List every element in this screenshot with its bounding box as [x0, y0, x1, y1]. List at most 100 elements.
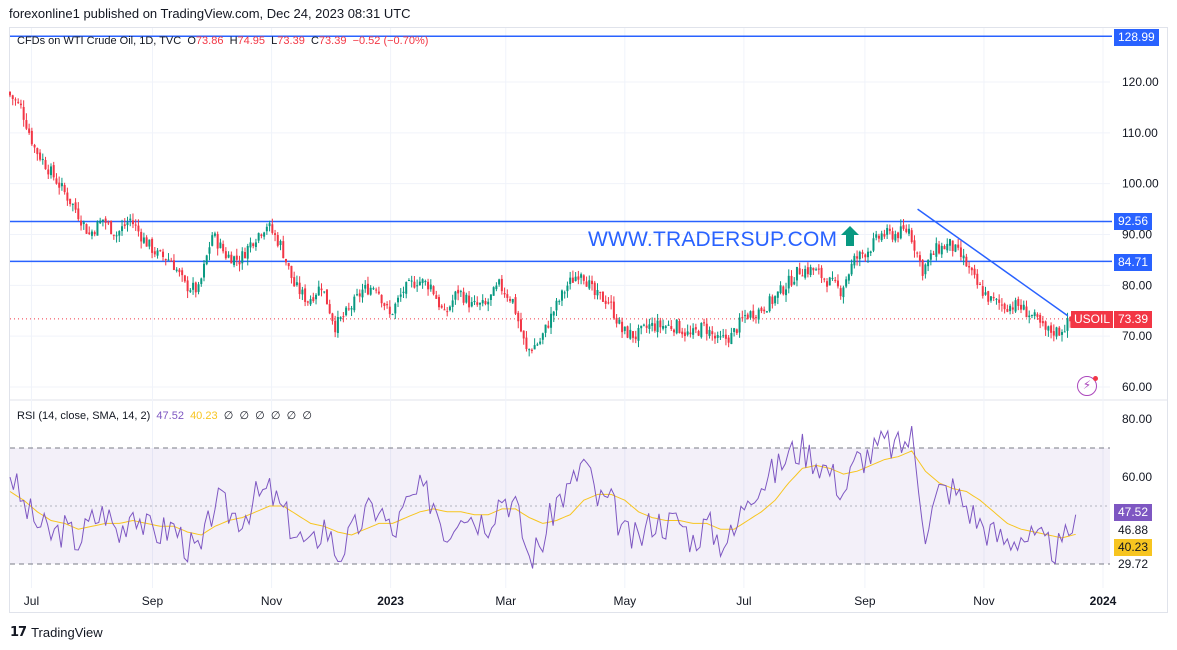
candle-body — [487, 301, 490, 305]
candle-body — [17, 101, 20, 103]
candle-body — [407, 280, 410, 282]
candle-body — [968, 266, 971, 268]
candle-body — [872, 238, 875, 251]
candle-body — [170, 260, 173, 262]
candle-body — [498, 279, 501, 285]
candle-body — [500, 278, 503, 292]
candle-body — [71, 203, 74, 205]
candle-body — [615, 317, 618, 324]
candle-body — [1025, 306, 1028, 318]
candle-body — [476, 302, 479, 305]
candle-body — [1009, 305, 1012, 312]
candle-body — [653, 323, 656, 331]
candle-body — [252, 243, 255, 247]
candle-body — [957, 244, 960, 248]
candle-body — [356, 294, 359, 296]
candle-body — [623, 326, 626, 331]
candle-body — [509, 298, 512, 302]
candle-body — [123, 224, 126, 226]
candle-body — [438, 297, 441, 308]
candle-body — [558, 301, 561, 303]
candle-body — [410, 280, 413, 282]
candle-body — [823, 278, 826, 280]
symbol-tag: USOIL — [1071, 311, 1114, 328]
candle-body — [416, 285, 419, 287]
candle-body — [733, 328, 736, 332]
candle-body — [812, 267, 815, 271]
chart-frame — [9, 27, 1168, 613]
x-tick-label: Nov — [261, 594, 282, 608]
candle-body — [585, 281, 588, 287]
candle-body — [63, 185, 66, 193]
price-tag-last: 73.39 — [1114, 311, 1153, 328]
candle-body — [110, 220, 113, 234]
candle-body — [577, 276, 580, 280]
candle-body — [834, 279, 837, 281]
candle-body — [175, 269, 178, 271]
candle-body — [276, 235, 279, 246]
candle-body — [287, 263, 290, 267]
candle-body — [517, 312, 520, 322]
candle-body — [976, 273, 979, 285]
price-tag-top: 128.99 — [1114, 29, 1159, 46]
candle-body — [112, 234, 115, 236]
candle-body — [99, 220, 102, 224]
candle-body — [369, 287, 372, 295]
candle-body — [137, 225, 140, 232]
candle-body — [167, 259, 170, 261]
lightning-icon[interactable]: ⚡ — [1077, 376, 1097, 396]
candle-body — [9, 91, 11, 96]
candle-body — [601, 291, 604, 302]
candle-body — [22, 106, 25, 120]
candle-body — [49, 166, 52, 176]
empty-value-3: ∅ — [255, 410, 265, 422]
candle-body — [525, 337, 528, 350]
candle-body — [293, 277, 296, 287]
candle-body — [806, 267, 809, 275]
candle-body — [93, 232, 96, 235]
candle-body — [905, 228, 908, 233]
candle-body — [1036, 314, 1039, 317]
candle-body — [883, 233, 886, 237]
candle-body — [230, 254, 233, 264]
candle-body — [929, 253, 932, 260]
candle-body — [459, 291, 462, 293]
y-tick-label: 120.00 — [1122, 75, 1159, 89]
candle-body — [208, 247, 211, 254]
candle-body — [159, 250, 162, 252]
candle-body — [1030, 314, 1033, 316]
candle-body — [902, 225, 905, 229]
candle-body — [850, 263, 853, 275]
candle-body — [1022, 304, 1025, 310]
rsi-line — [9, 426, 1077, 569]
candle-body — [383, 303, 386, 306]
candle-body — [197, 284, 200, 292]
candle-body — [672, 329, 675, 333]
candle-body — [503, 293, 506, 295]
candle-body — [347, 308, 350, 310]
candle-body — [637, 328, 640, 341]
candle-body — [506, 294, 509, 298]
candle-body — [1050, 325, 1053, 333]
candle-body — [973, 268, 976, 275]
candle-body — [678, 321, 681, 334]
candle-body — [1061, 332, 1064, 335]
candle-body — [826, 281, 829, 287]
candle-body — [555, 300, 558, 311]
candle-body — [402, 291, 405, 293]
candle-body — [593, 282, 596, 296]
trendline[interactable] — [917, 208, 1069, 317]
candle-body — [241, 251, 244, 264]
candle-body — [142, 237, 145, 243]
candle-body — [664, 326, 667, 328]
candle-body — [877, 235, 880, 239]
candle-body — [815, 269, 818, 271]
candle-body — [610, 301, 613, 303]
candle-body — [353, 296, 356, 311]
candle-body — [1000, 304, 1003, 306]
candle-body — [629, 329, 632, 339]
candle-body — [842, 287, 845, 298]
candle-body — [700, 322, 703, 338]
candle-body — [254, 242, 257, 248]
